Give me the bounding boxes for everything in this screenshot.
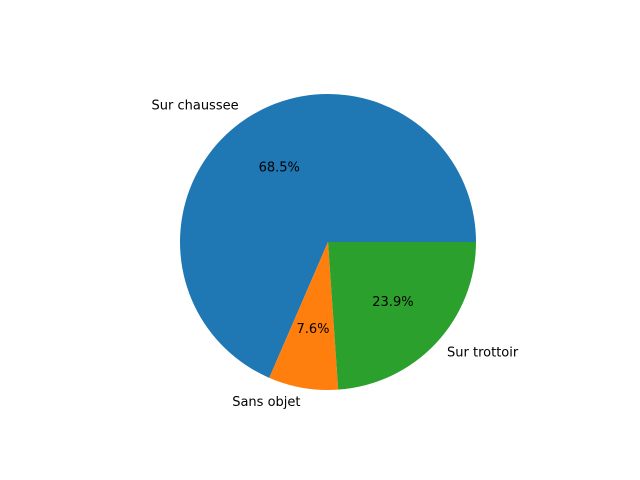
slice-label-sur-trottoir: Sur trottoir	[447, 346, 519, 361]
slice-percent-sans-objet: 7.6%	[296, 322, 329, 337]
pie-slice-sans-objet	[269, 242, 339, 390]
slice-percent-sur-chaussee: 68.5%	[259, 160, 300, 175]
slice-label-sur-chaussee: Sur chaussee	[152, 98, 239, 113]
slice-percent-sur-trottoir: 23.9%	[372, 295, 413, 310]
slice-label-sans-objet: Sans objet	[232, 395, 300, 410]
pie-labels: Sur chaussee 68.5% Sans objet 7.6% Sur trott…	[152, 98, 519, 410]
pie-slices	[180, 94, 476, 390]
pie-slice-sur-chaussee	[180, 94, 476, 378]
pie-slice-sur-trottoir	[328, 242, 476, 390]
